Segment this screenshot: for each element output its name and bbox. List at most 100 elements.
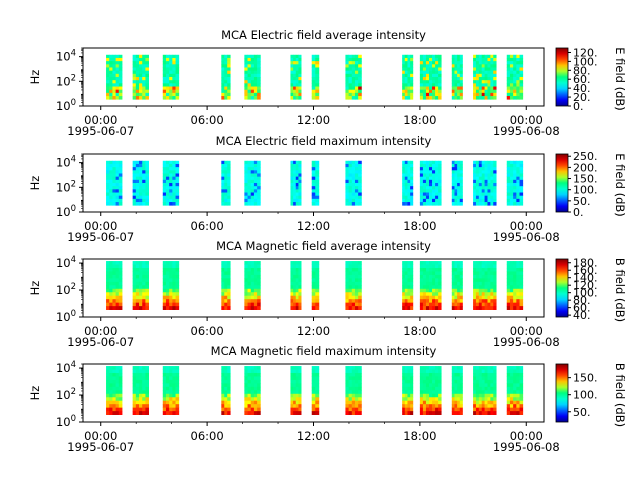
- heatmap-cell: [407, 299, 411, 304]
- heatmap-cell: [139, 167, 143, 171]
- heatmap-cell: [135, 76, 140, 81]
- heatmap-cell: [224, 271, 228, 276]
- heatmap-cell: [358, 261, 362, 265]
- heatmap-cell: [513, 261, 517, 265]
- heatmap-cell: [142, 67, 146, 72]
- heatmap-cell: [253, 86, 258, 91]
- heatmap-cell: [425, 176, 430, 181]
- heatmap-cell: [112, 192, 117, 197]
- heatmap-cell: [247, 176, 252, 181]
- heatmap-cell: [435, 383, 439, 388]
- heatmap-cell: [311, 195, 316, 200]
- heatmap-cell: [298, 271, 302, 276]
- heatmap-cell: [354, 195, 359, 200]
- heatmap-cell: [481, 89, 485, 94]
- heatmap-cell: [516, 83, 520, 87]
- heatmap-cell: [165, 173, 170, 178]
- heatmap-cell: [419, 189, 424, 193]
- heatmap-cell: [484, 80, 488, 84]
- heatmap-cell: [250, 179, 255, 184]
- heatmap-cell: [473, 285, 477, 290]
- heatmap-cell: [509, 366, 514, 370]
- heatmap-cell: [354, 267, 359, 272]
- heatmap-cell: [109, 295, 113, 300]
- heatmap-cell: [257, 404, 261, 409]
- heatmap-cell: [351, 264, 356, 269]
- heatmap-cell: [244, 80, 248, 84]
- heatmap-cell: [135, 407, 140, 412]
- heatmap-cell: [513, 96, 517, 100]
- heatmap-cell: [354, 407, 359, 412]
- heatmap-cell: [165, 198, 170, 203]
- heatmap-cell: [112, 397, 117, 402]
- heatmap-cell: [490, 274, 494, 279]
- heatmap-cell: [224, 264, 228, 269]
- heatmap-cell: [311, 295, 316, 300]
- heatmap-cell: [493, 198, 497, 203]
- heatmap-cell: [244, 379, 248, 384]
- heatmap-cell: [351, 182, 356, 187]
- heatmap-cell: [493, 61, 497, 65]
- heatmap-cell: [484, 186, 488, 190]
- heatmap-cell: [407, 176, 411, 181]
- heatmap-cell: [165, 372, 170, 377]
- heatmap-cell: [432, 163, 436, 168]
- heatmap-cell: [432, 306, 436, 310]
- heatmap-cell: [106, 67, 110, 72]
- heatmap-cell: [175, 366, 180, 370]
- colorbar: [555, 153, 569, 213]
- heatmap-cell: [169, 61, 173, 65]
- heatmap-cell: [404, 299, 408, 304]
- heatmap-cell: [429, 379, 433, 384]
- heatmap-cell: [475, 372, 480, 377]
- heatmap-cell: [172, 264, 176, 269]
- heatmap-cell: [473, 302, 477, 307]
- heatmap-cell: [118, 281, 123, 286]
- heatmap-cell: [432, 404, 436, 409]
- heatmap-cell: [513, 366, 517, 370]
- heatmap-cell: [473, 76, 477, 81]
- heatmap-cell: [473, 407, 477, 412]
- heatmap-cell: [257, 182, 261, 187]
- heatmap-cell: [351, 376, 356, 381]
- heatmap-cell: [109, 390, 113, 395]
- heatmap-cell: [459, 292, 463, 297]
- heatmap-cell: [481, 383, 485, 388]
- heatmap-cell: [519, 170, 524, 174]
- heatmap-cell: [410, 285, 414, 290]
- heatmap-cell: [295, 170, 299, 174]
- heatmap-cell: [457, 163, 461, 168]
- heatmap-cell: [106, 186, 110, 190]
- heatmap-cell: [172, 281, 176, 286]
- heatmap-cell: [244, 295, 248, 300]
- heatmap-cell: [132, 285, 137, 290]
- heatmap-cell: [438, 70, 442, 75]
- heatmap-cell: [457, 86, 461, 91]
- heatmap-cell: [354, 278, 359, 283]
- heatmap-cell: [451, 54, 455, 59]
- heatmap-cell: [509, 274, 514, 279]
- heatmap-cell: [459, 411, 463, 415]
- heatmap-cell: [493, 179, 497, 184]
- heatmap-cell: [358, 376, 362, 381]
- heatmap-cell: [298, 64, 302, 68]
- heatmap-cell: [315, 281, 320, 286]
- heatmap-cell: [493, 386, 497, 391]
- heatmap-cell: [435, 192, 439, 197]
- heatmap-cell: [315, 400, 320, 405]
- heatmap-cell: [227, 173, 231, 178]
- heatmap-cell: [348, 67, 353, 72]
- heatmap-cell: [438, 299, 442, 304]
- heatmap-cell: [169, 57, 173, 62]
- heatmap-cell: [509, 285, 514, 290]
- heatmap-cell: [298, 61, 302, 65]
- heatmap-cell: [506, 80, 511, 84]
- heatmap-cell: [315, 70, 320, 75]
- heatmap-cell: [425, 390, 430, 395]
- heatmap-cell: [451, 96, 455, 100]
- heatmap-cell: [142, 179, 146, 184]
- heatmap-cell: [175, 176, 180, 181]
- heatmap-cell: [244, 83, 248, 87]
- heatmap-cell: [475, 176, 480, 181]
- heatmap-cell: [419, 167, 424, 171]
